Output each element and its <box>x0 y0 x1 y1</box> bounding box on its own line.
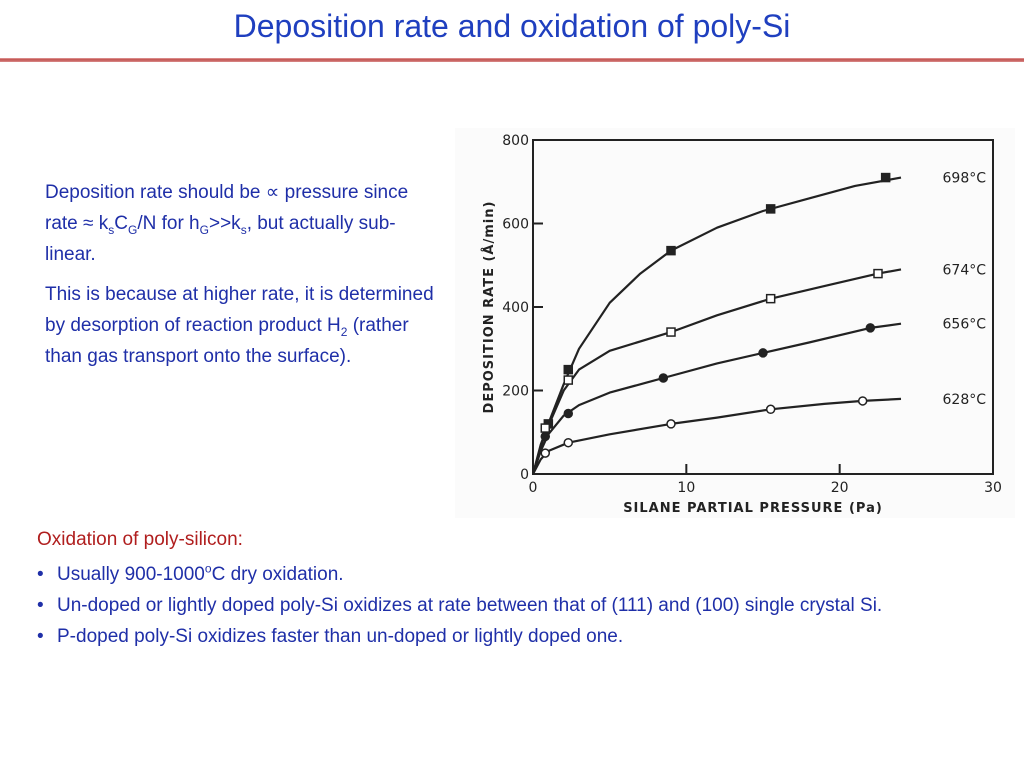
p1-sub-g2: G <box>199 222 209 237</box>
bullet-item: Usually 900-1000oC dry oxidation. <box>37 559 997 590</box>
b1-sup: o <box>204 561 212 576</box>
x-tick-label: 10 <box>677 480 695 496</box>
y-tick-label: 200 <box>502 384 529 400</box>
data-point <box>563 437 574 448</box>
approx-symbol: ≈ <box>83 213 94 234</box>
data-point <box>765 204 776 214</box>
chart-axes <box>532 139 994 475</box>
chart-curves <box>531 176 902 475</box>
y-axis-label: DEPOSITION RATE (Å/min) <box>481 201 497 414</box>
p1-sub-s2: s <box>240 222 247 237</box>
p1-text-6: >>k <box>208 213 241 234</box>
series-line <box>531 176 902 475</box>
p1-text-1: Deposition rate should be <box>45 182 266 203</box>
title-divider <box>0 58 1024 62</box>
data-point <box>765 293 776 304</box>
oxidation-bullets: Usually 900-1000oC dry oxidation. Un-dop… <box>37 559 997 652</box>
series-label: 674°C <box>943 262 987 278</box>
p1-text-5: /N for h <box>137 213 200 234</box>
series-line <box>532 397 902 475</box>
data-point <box>540 431 551 442</box>
p1-sub-g: G <box>127 222 138 237</box>
data-point <box>563 364 574 375</box>
data-point <box>666 245 676 256</box>
deposition-paragraph: Deposition rate should be ∝ pressure sin… <box>45 177 440 270</box>
data-point <box>880 172 891 183</box>
p1-text-7: , but actually sub-linear. <box>45 213 396 265</box>
x-tick-label: 0 <box>529 480 538 496</box>
p1-text-4: C <box>114 213 128 234</box>
p2-text-2: (rather than gas transport onto the surf… <box>45 315 409 367</box>
y-tick-label: 400 <box>502 300 529 316</box>
data-point <box>666 419 676 429</box>
y-tick-label: 800 <box>502 133 529 149</box>
data-point <box>873 268 883 279</box>
deposition-rate-chart: 0 200 400 600 800 0 10 20 30 SILANE PARTIAL PRESS… <box>455 128 1015 518</box>
data-point <box>563 408 574 419</box>
series-label: 698°C <box>943 171 987 187</box>
x-axis-label: SILANE PARTIAL PRESSURE (Pa) <box>623 501 883 516</box>
series-line <box>531 322 902 475</box>
bullet-item: Un-doped or lightly doped poly-Si oxidiz… <box>37 590 997 621</box>
p1-sub-s: s <box>108 222 115 237</box>
proportional-symbol: ∝ <box>265 182 280 203</box>
x-tick-label: 30 <box>984 480 1002 496</box>
p2-text-1: This is because at higher rate, it is de… <box>45 284 434 336</box>
data-point <box>857 396 868 406</box>
series-label: 628°C <box>943 392 987 408</box>
bullet-item: P-doped poly-Si oxidizes faster than un-… <box>37 621 997 652</box>
data-point <box>765 404 776 415</box>
oxidation-heading: Oxidation of poly-silicon: <box>37 529 243 550</box>
chart-markers <box>540 172 891 458</box>
desorption-paragraph: This is because at higher rate, it is de… <box>45 279 440 372</box>
b1-post: C dry oxidation. <box>211 564 344 585</box>
b1-pre: Usually 900-1000 <box>57 564 205 585</box>
data-point <box>865 323 876 333</box>
plot-frame <box>532 139 994 475</box>
p1-text-3: k <box>93 213 109 234</box>
y-tick-label: 600 <box>502 217 529 233</box>
y-tick-label: 0 <box>520 467 529 483</box>
page-title: Deposition rate and oxidation of poly-Si <box>233 8 791 44</box>
x-tick-label: 20 <box>831 480 849 496</box>
data-point <box>666 327 676 337</box>
series-line <box>531 268 902 475</box>
data-point <box>758 348 768 358</box>
p1-text-2: pressure since rate <box>45 182 409 234</box>
p2-sub-2: 2 <box>340 324 348 339</box>
data-point <box>540 448 551 458</box>
data-point <box>540 423 551 433</box>
series-label: 656°C <box>943 317 987 333</box>
data-point <box>658 373 669 383</box>
chart-labels: 0 200 400 600 800 0 10 20 30 SILANE PARTIAL PRESS… <box>481 133 1002 516</box>
data-point <box>563 375 574 385</box>
